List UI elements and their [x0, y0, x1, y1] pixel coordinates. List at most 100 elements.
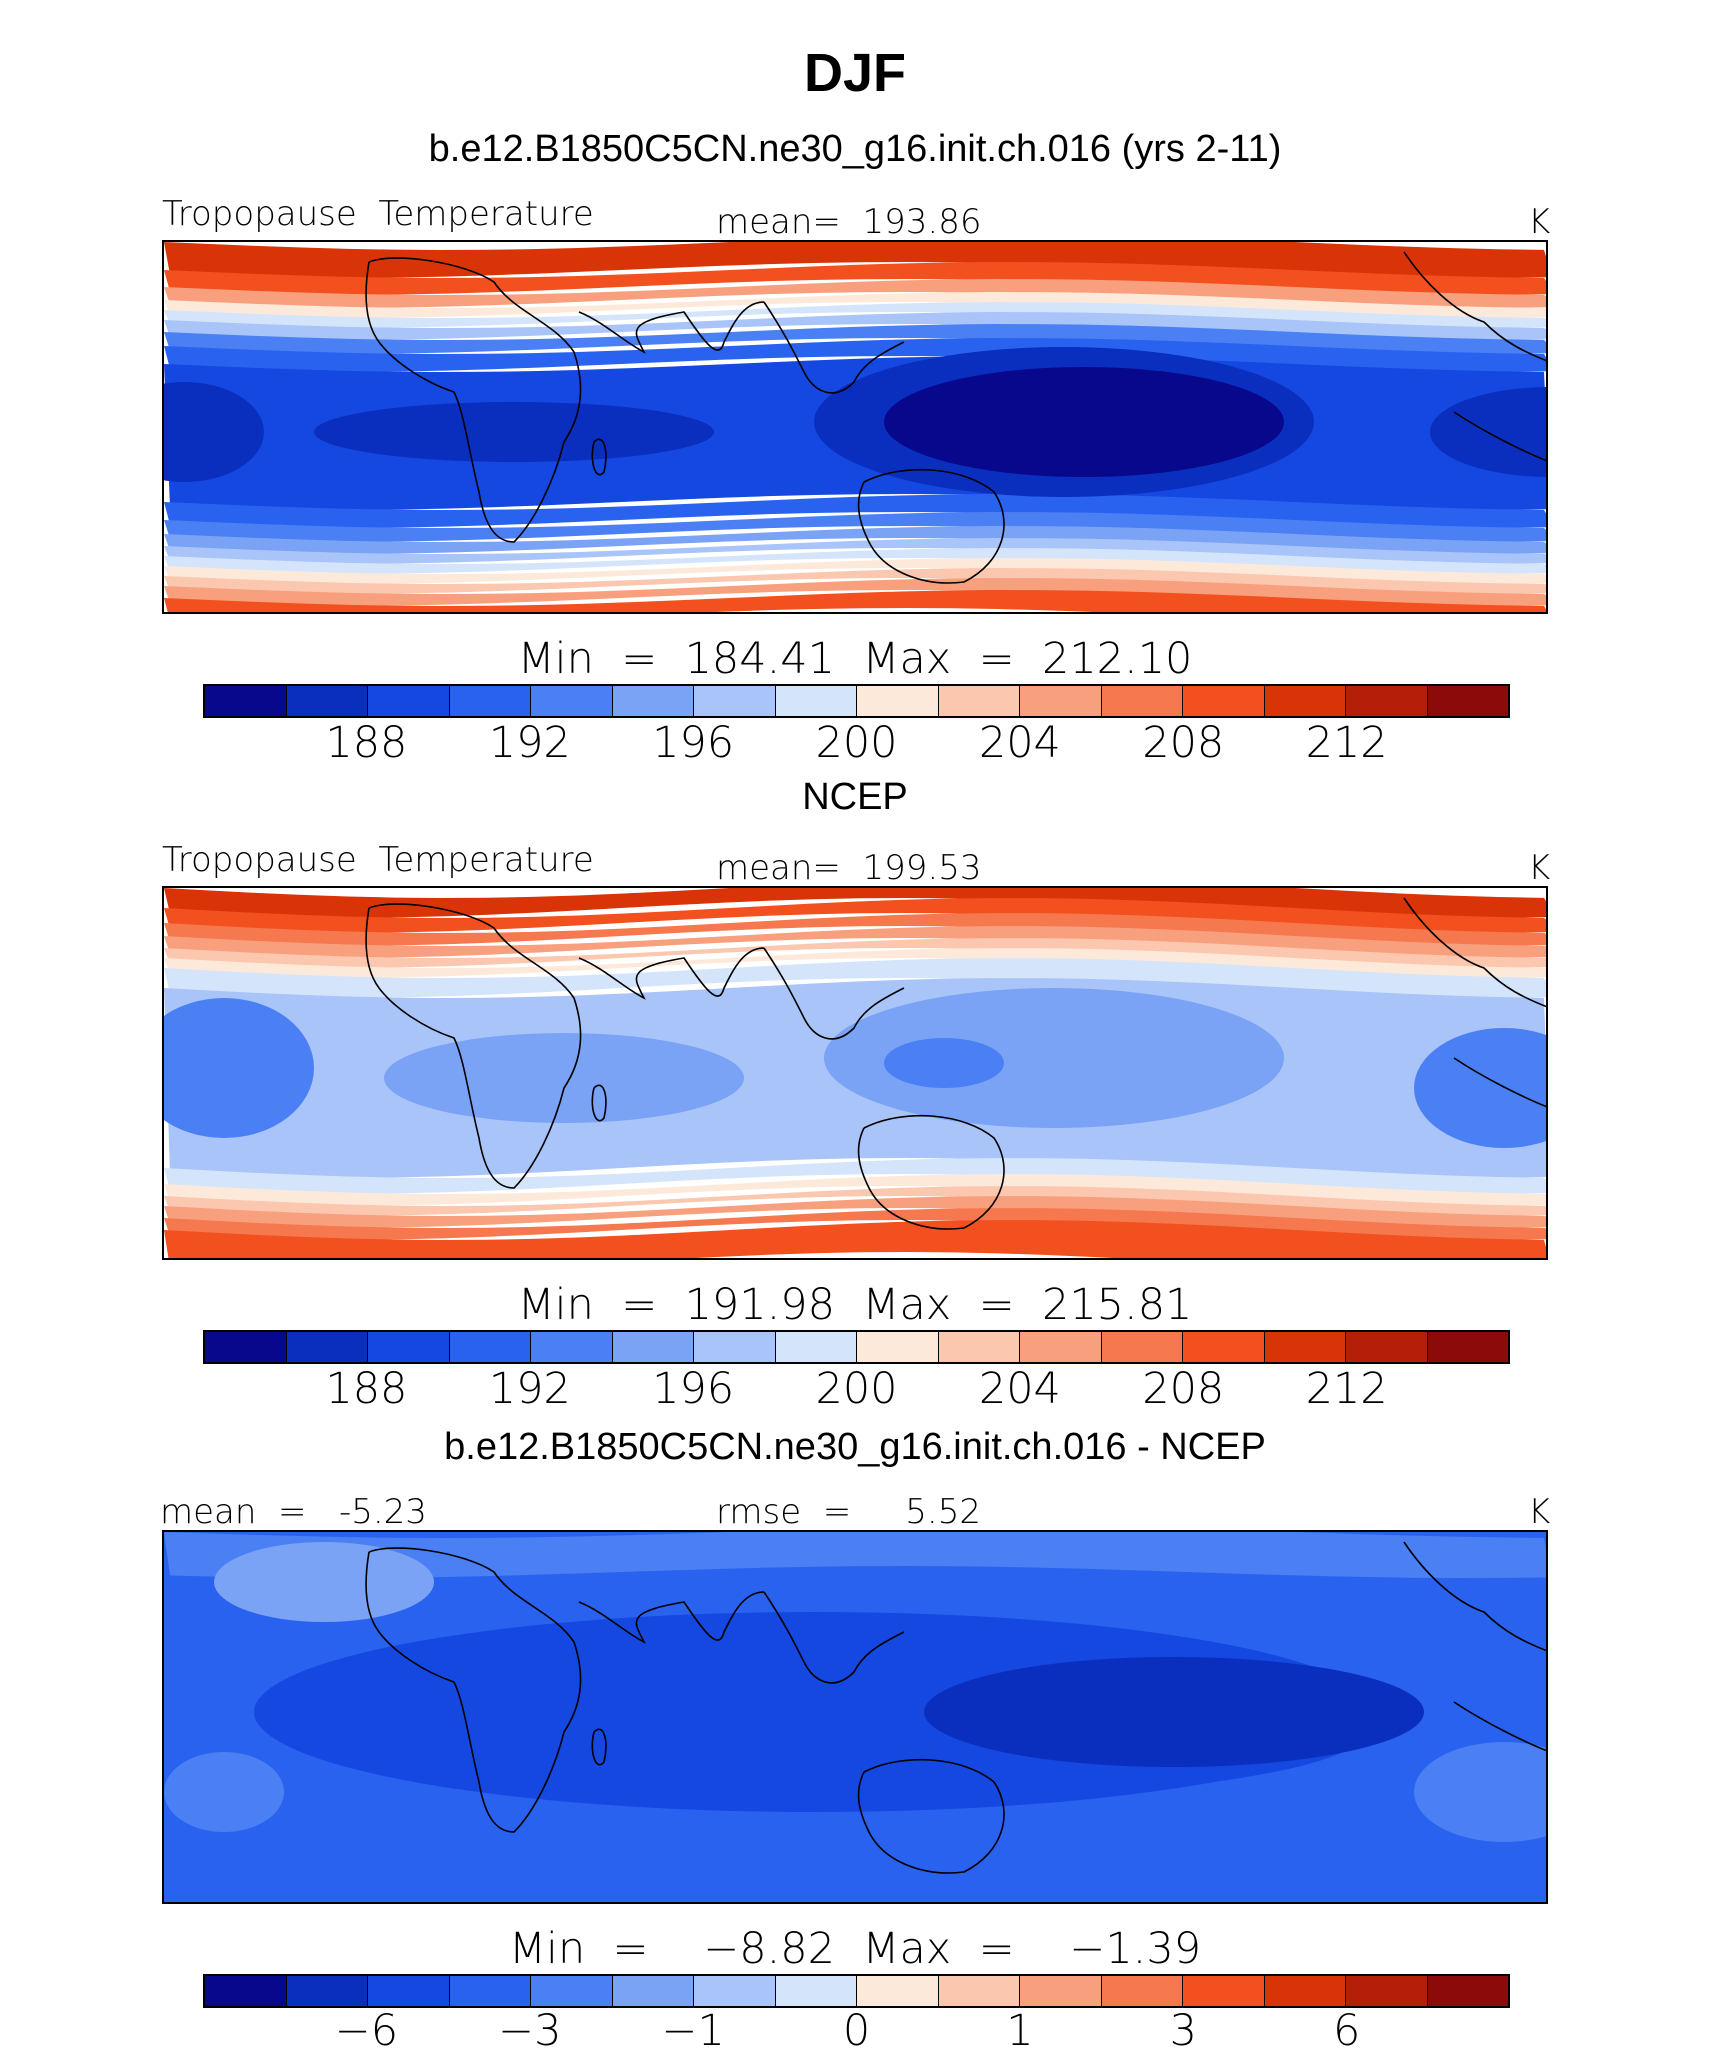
colorbar-swatch — [1020, 1332, 1102, 1362]
figure-title: DJF — [803, 43, 906, 103]
contour-band — [164, 926, 1546, 958]
colorbar-tick-label: 0 — [842, 2006, 871, 2056]
panel-2-units-label: K — [1528, 848, 1551, 888]
coastline — [578, 1591, 765, 1644]
panel-1-colorbar — [203, 684, 1510, 718]
panel-2-mean-label: mean= 199.53 — [716, 848, 982, 888]
contour-blob — [314, 402, 714, 462]
colorbar-tick-label: 196 — [652, 1364, 735, 1414]
contour-band — [164, 1196, 1546, 1228]
colorbar-tick-label: −1 — [661, 2006, 725, 2056]
coastlines — [365, 251, 1546, 584]
coastline — [1403, 1541, 1546, 1652]
contour-band — [164, 548, 1546, 574]
colorbar-tick-label: 3 — [1169, 2006, 1197, 2056]
colorbar-swatch — [1183, 1332, 1265, 1362]
colorbar-swatch — [1346, 1976, 1428, 2006]
panel-2-field-label: Tropopause Temperature — [162, 840, 594, 880]
contour-blob — [164, 1752, 284, 1832]
coastline — [591, 1728, 607, 1766]
colorbar-swatch — [1264, 1976, 1346, 2006]
panel-2-minmax: Min = 191.98 Max = 215.81 — [517, 1280, 1193, 1330]
coastline — [1453, 1701, 1546, 1752]
panel-1-field-label: Tropopause Temperature — [162, 194, 594, 234]
colorbar-swatch — [205, 686, 287, 716]
contour-blob — [924, 1657, 1424, 1767]
coastline — [857, 468, 1005, 584]
coastline — [1403, 897, 1546, 1008]
map-canvas — [164, 888, 1546, 1258]
colorbar-swatch — [286, 1332, 368, 1362]
colorbar-swatch — [1101, 686, 1183, 716]
colorbar-swatch — [1020, 686, 1102, 716]
contour-band — [164, 1208, 1546, 1240]
colorbar-swatch — [531, 1976, 613, 2006]
contour-blob — [384, 1033, 744, 1123]
colorbar-swatch — [531, 1332, 613, 1362]
colorbar-tick-label: 212 — [1305, 1364, 1388, 1414]
colorbar-swatch — [449, 686, 531, 716]
contour-band — [164, 526, 1546, 554]
colorbar-tick-label: 1 — [1006, 2006, 1034, 2056]
contour-band — [164, 888, 1546, 918]
coastline — [578, 301, 765, 354]
coastline — [763, 1591, 905, 1684]
contour-band — [164, 913, 1546, 946]
panel-2-subtitle: NCEP — [802, 776, 908, 818]
colorbar-tick-label: 204 — [978, 1364, 1061, 1414]
colorbar-swatch — [1020, 1976, 1102, 2006]
contour-band — [164, 568, 1546, 594]
colorbar-swatch — [775, 686, 857, 716]
colorbar-tick-label: 196 — [652, 718, 735, 768]
colorbar-tick-label: 6 — [1332, 2006, 1361, 2056]
colorbar-swatch — [857, 1332, 939, 1362]
panel-1-minmax: Min = 184.41 Max = 212.10 — [517, 634, 1193, 684]
colorbar-tick-label: 208 — [1142, 718, 1225, 768]
colorbar-tick-label: −3 — [498, 2006, 562, 2056]
panel-2-colorbar-ticks: 188 192 196 200 204 208 212 — [203, 1364, 1510, 1414]
colorbar-swatch — [368, 1976, 450, 2006]
colorbar-swatch — [612, 686, 694, 716]
colorbar-swatch — [368, 686, 450, 716]
contour-blob — [884, 367, 1284, 477]
contour-blob — [164, 382, 264, 482]
colorbar-swatch — [775, 1976, 857, 2006]
coastline — [1453, 1057, 1546, 1108]
colorbar-swatch — [694, 686, 776, 716]
coastline — [1453, 411, 1546, 462]
panel-1-map — [162, 240, 1548, 614]
colorbar-tick-label: 192 — [488, 1364, 571, 1414]
colorbar-swatch — [1264, 686, 1346, 716]
colorbar-swatch — [1183, 686, 1265, 716]
contour-band — [164, 558, 1546, 584]
panel-3-units-label: K — [1528, 1492, 1551, 1532]
contour-blob — [1414, 1742, 1546, 1842]
colorbar-tick-label: 200 — [815, 1364, 898, 1414]
map-canvas — [164, 1532, 1546, 1902]
panel-1-mean-label: mean= 193.86 — [716, 202, 982, 242]
coastline — [591, 438, 607, 476]
contour-band — [164, 898, 1546, 933]
colorbar-tick-label: 200 — [815, 718, 898, 768]
contour-band — [164, 938, 1546, 968]
panel-1-units-label: K — [1528, 202, 1551, 242]
panel-3-rmse-label: rmse = 5.52 — [716, 1492, 981, 1532]
contour-blob — [1414, 1028, 1546, 1148]
colorbar-swatch — [1346, 686, 1428, 716]
colorbar-swatch — [1427, 686, 1508, 716]
contour-band — [164, 1186, 1546, 1216]
coastline — [365, 903, 582, 1189]
colorbar-swatch — [938, 686, 1020, 716]
colorbar-swatch — [286, 1976, 368, 2006]
colorbar-swatch — [531, 686, 613, 716]
panel-2-map — [162, 886, 1548, 1260]
contour-blob — [824, 988, 1284, 1128]
contour-band — [164, 279, 1546, 308]
coastline — [591, 1084, 607, 1122]
colorbar-swatch — [1101, 1332, 1183, 1362]
panel-3-colorbar — [203, 1974, 1510, 2008]
colorbar-swatch — [694, 1976, 776, 2006]
colorbar-swatch — [449, 1976, 531, 2006]
contour-band — [164, 312, 1546, 340]
contour-band — [164, 948, 1546, 978]
